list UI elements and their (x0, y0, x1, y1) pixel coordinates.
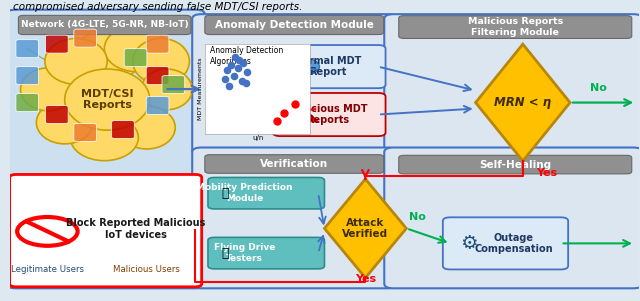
FancyBboxPatch shape (399, 16, 632, 39)
Point (289, 102, 300, 107)
Ellipse shape (45, 39, 108, 84)
Point (242, 70, 252, 75)
FancyBboxPatch shape (208, 237, 324, 269)
Text: Yes: Yes (355, 274, 376, 284)
Point (279, 110, 289, 115)
Polygon shape (476, 44, 570, 161)
FancyBboxPatch shape (443, 217, 568, 269)
Text: MRN < η: MRN < η (494, 96, 552, 109)
Text: ✓: ✓ (294, 60, 307, 74)
FancyBboxPatch shape (273, 93, 385, 136)
FancyBboxPatch shape (205, 155, 383, 173)
Text: Self-Healing: Self-Healing (479, 160, 551, 169)
Point (241, 81, 251, 85)
Point (226, 63, 236, 67)
Point (272, 119, 282, 124)
Text: Attack
Verified: Attack Verified (342, 218, 388, 239)
Ellipse shape (20, 68, 75, 111)
Text: Yes: Yes (536, 169, 557, 178)
Text: Anomaly Detection
Algorithms: Anomaly Detection Algorithms (210, 46, 284, 66)
Ellipse shape (70, 115, 138, 161)
Point (230, 55, 240, 60)
Text: No: No (590, 83, 607, 93)
Ellipse shape (73, 31, 141, 82)
FancyBboxPatch shape (16, 67, 38, 85)
FancyBboxPatch shape (16, 40, 38, 57)
Y-axis label: MDT Measurements: MDT Measurements (198, 57, 204, 120)
Text: Network (4G-LTE, 5G-NR, NB-IoT): Network (4G-LTE, 5G-NR, NB-IoT) (21, 20, 189, 29)
FancyBboxPatch shape (208, 178, 324, 209)
FancyBboxPatch shape (147, 35, 169, 53)
Point (222, 68, 232, 73)
FancyBboxPatch shape (16, 94, 38, 112)
Text: Block Reported Malicious
IoT devices: Block Reported Malicious IoT devices (66, 218, 205, 240)
Text: MDT/CSI
Reports: MDT/CSI Reports (81, 89, 134, 110)
FancyBboxPatch shape (147, 97, 169, 115)
Text: Legitimate Users: Legitimate Users (11, 265, 84, 274)
Ellipse shape (65, 69, 150, 130)
Text: Malicious Users: Malicious Users (113, 265, 180, 274)
Point (237, 79, 247, 83)
FancyBboxPatch shape (124, 49, 147, 67)
Text: Normal MDT
Report: Normal MDT Report (294, 56, 362, 77)
Text: No: No (409, 213, 426, 222)
Point (223, 84, 234, 88)
FancyBboxPatch shape (205, 15, 383, 35)
FancyBboxPatch shape (10, 175, 202, 287)
FancyBboxPatch shape (384, 147, 640, 288)
Point (233, 66, 243, 70)
X-axis label: u/n: u/n (252, 135, 263, 141)
Text: Malicious MDT
Reports: Malicious MDT Reports (288, 104, 367, 125)
FancyBboxPatch shape (192, 14, 397, 155)
Ellipse shape (118, 106, 175, 149)
Circle shape (282, 57, 319, 76)
FancyBboxPatch shape (6, 10, 205, 288)
FancyBboxPatch shape (147, 67, 169, 85)
Point (234, 57, 244, 62)
FancyBboxPatch shape (74, 29, 97, 47)
Polygon shape (280, 103, 321, 123)
FancyBboxPatch shape (384, 14, 640, 155)
Text: Malicious Reports
Filtering Module: Malicious Reports Filtering Module (468, 17, 563, 37)
Point (238, 61, 248, 65)
FancyBboxPatch shape (45, 106, 68, 123)
Text: Mobility Prediction
Module: Mobility Prediction Module (196, 184, 292, 203)
FancyBboxPatch shape (192, 147, 397, 288)
Text: !: ! (298, 111, 303, 121)
Ellipse shape (104, 26, 166, 72)
Text: 🚁: 🚁 (222, 247, 229, 260)
Text: Anomaly Detection Module: Anomaly Detection Module (215, 20, 374, 30)
Point (220, 76, 230, 81)
Ellipse shape (141, 69, 192, 110)
Text: Outage
Compensation: Outage Compensation (474, 233, 553, 254)
FancyBboxPatch shape (111, 120, 134, 138)
FancyBboxPatch shape (273, 45, 385, 88)
Circle shape (17, 217, 77, 246)
Text: Flying Drive
Testers: Flying Drive Testers (214, 244, 275, 263)
Text: Verification: Verification (260, 159, 328, 169)
Polygon shape (324, 179, 406, 278)
FancyBboxPatch shape (162, 76, 185, 94)
Text: ⚙: ⚙ (461, 234, 478, 253)
FancyBboxPatch shape (45, 35, 68, 53)
Point (228, 73, 239, 78)
Text: compromised adversary sending false MDT/CSI reports.: compromised adversary sending false MDT/… (13, 2, 302, 12)
FancyBboxPatch shape (399, 155, 632, 174)
FancyBboxPatch shape (74, 123, 97, 141)
Ellipse shape (36, 101, 93, 144)
FancyBboxPatch shape (19, 15, 191, 35)
Text: 🗺: 🗺 (222, 187, 229, 200)
Ellipse shape (132, 39, 189, 84)
